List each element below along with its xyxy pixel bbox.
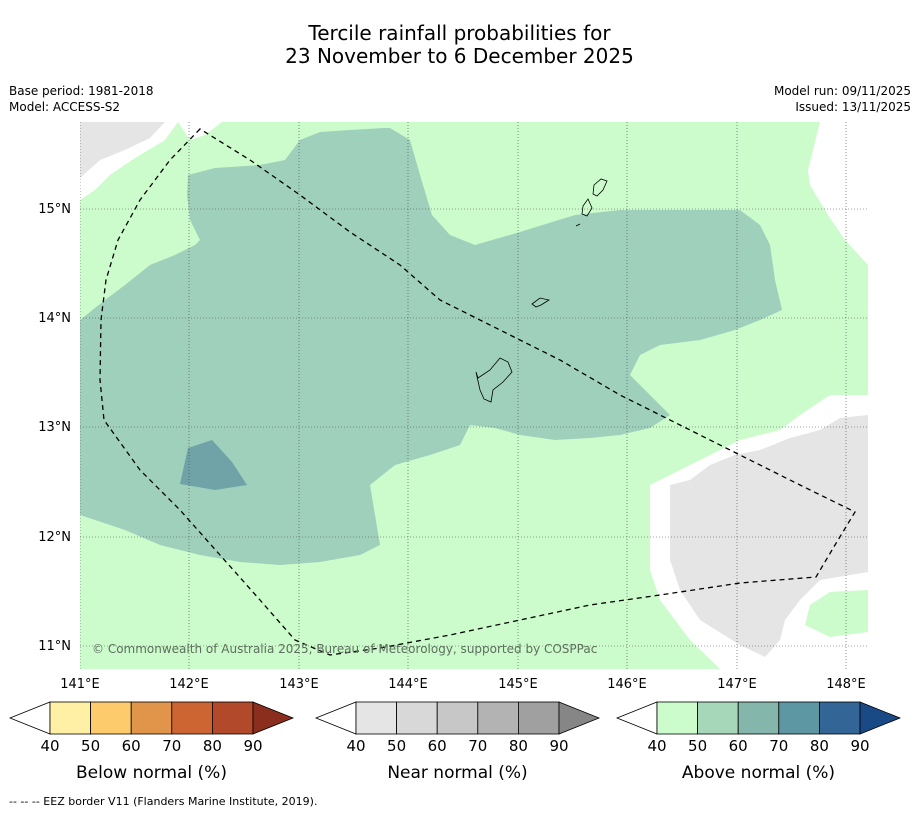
colorbar-title: Above normal (%) [682, 763, 835, 783]
colorbar-segment [130, 701, 173, 735]
colorbar-tick-label: 60 [729, 737, 748, 755]
colorbar-tick-label: 80 [810, 737, 829, 755]
map-title: Tercile rainfall probabilities for 23 No… [0, 22, 919, 68]
colorbar-right-extend [558, 701, 601, 735]
colorbar-segment [171, 701, 213, 735]
colorbar-tick-label: 60 [122, 737, 141, 755]
lon-label-144e: 144°E [388, 677, 428, 692]
above-normal-60-patch [180, 440, 247, 490]
saipan-island [592, 178, 608, 197]
rota-island [531, 297, 551, 308]
colorbar-tick-label: 50 [688, 737, 707, 755]
lon-label-141e: 141°E [60, 677, 100, 692]
colorbar-segment [90, 701, 132, 735]
colorbar-segment [656, 701, 698, 735]
near-normal-top-left [80, 122, 165, 178]
colorbar-tick-label: 60 [428, 737, 447, 755]
lon-label-142e: 142°E [169, 677, 209, 692]
lon-label-148e: 148°E [826, 677, 866, 692]
colorbar-tick-label: 80 [509, 737, 528, 755]
aguijan-island [575, 223, 581, 227]
colorbar-segment [518, 701, 560, 735]
colorbar-segment [697, 701, 739, 735]
islands [475, 178, 608, 403]
meta-right: Model run: 09/11/2025 Issued: 13/11/2025 [774, 83, 911, 115]
colorbar-title: Near normal (%) [387, 763, 527, 783]
issued-date: Issued: 13/11/2025 [795, 100, 911, 114]
colorbar-segment [211, 701, 254, 735]
colorbar-segment [778, 701, 820, 735]
colorbar-below-normal: 40 50 60 70 80 90 Below normal (%) [8, 701, 295, 783]
title-line-1: Tercile rainfall probabilities for [308, 21, 611, 45]
colorbar-tick-label: 50 [387, 737, 406, 755]
colorbar-tick-label: 80 [203, 737, 222, 755]
near-normal-bottom-right [670, 415, 868, 657]
eez-border [99, 128, 856, 656]
lat-label-14n: 14°N [38, 311, 71, 326]
model-name: Model: ACCESS-S2 [9, 100, 121, 114]
colorbar-near-normal: 40 50 60 70 80 90 Near normal (%) [314, 701, 601, 783]
colorbar-segment [436, 701, 479, 735]
colorbar-above-normal: 40 50 60 70 80 90 Above normal (%) [615, 701, 902, 783]
graticule [80, 122, 868, 669]
above-normal-50-region [80, 128, 782, 565]
colorbar-tick-label: 70 [468, 737, 487, 755]
lat-axis: 15°N 14°N 13°N 12°N 11°N [38, 202, 71, 654]
no-data-top-right [808, 122, 868, 265]
colorbar-segment [737, 701, 780, 735]
colorbar-tick-label: 40 [647, 737, 666, 755]
eez-footnote: -- -- -- EEZ border V11 (Flanders Marine… [9, 795, 318, 808]
colorbar-segment [396, 701, 438, 735]
guam-island [475, 357, 513, 403]
no-data-top-strip [178, 122, 222, 140]
colorbar-left-extend [8, 701, 51, 735]
colorbar-tick-label: 50 [81, 737, 100, 755]
title-line-2: 23 November to 6 December 2025 [285, 44, 634, 68]
base-period: Base period: 1981-2018 [9, 84, 154, 98]
colorbar-segment [819, 701, 861, 735]
colorbar-segment [49, 701, 91, 735]
colorbar-tick-label: 70 [162, 737, 181, 755]
lat-label-11n: 11°N [38, 639, 71, 654]
lat-label-15n: 15°N [38, 202, 71, 217]
copyright-text: © Commonwealth of Australia 2025, Bureau… [92, 642, 597, 656]
colorbar-segment [355, 701, 397, 735]
colorbar-tick-label: 90 [549, 737, 568, 755]
colorbar-right-extend [252, 701, 295, 735]
lat-label-13n: 13°N [38, 420, 71, 435]
lon-label-146e: 146°E [607, 677, 647, 692]
colorbar-left-extend [314, 701, 357, 735]
lon-axis: 141°E 142°E 143°E 144°E 145°E 146°E 147°… [60, 677, 866, 692]
colorbar-tick-label: 70 [769, 737, 788, 755]
colorbar-title: Below normal (%) [76, 763, 227, 783]
meta-left: Base period: 1981-2018 Model: ACCESS-S2 [9, 83, 154, 115]
lon-label-147e: 147°E [717, 677, 757, 692]
model-run: Model run: 09/11/2025 [773, 84, 911, 98]
map-figure: © Commonwealth of Australia 2025, Bureau… [8, 122, 902, 783]
colorbar-tick-label: 90 [850, 737, 869, 755]
lon-label-145e: 145°E [498, 677, 538, 692]
lat-label-12n: 12°N [38, 530, 71, 545]
colorbar-right-extend [859, 701, 902, 735]
colorbar-segment [477, 701, 519, 735]
colorbar-left-extend [615, 701, 658, 735]
tinian-island [581, 198, 593, 217]
colorbar-tick-label: 90 [243, 737, 262, 755]
colorbar-tick-label: 40 [40, 737, 59, 755]
colorbar-tick-label: 40 [346, 737, 365, 755]
map-area: © Commonwealth of Australia 2025, Bureau… [80, 122, 868, 669]
lon-label-143e: 143°E [279, 677, 319, 692]
above-normal-patch-bottom-right [805, 590, 868, 637]
